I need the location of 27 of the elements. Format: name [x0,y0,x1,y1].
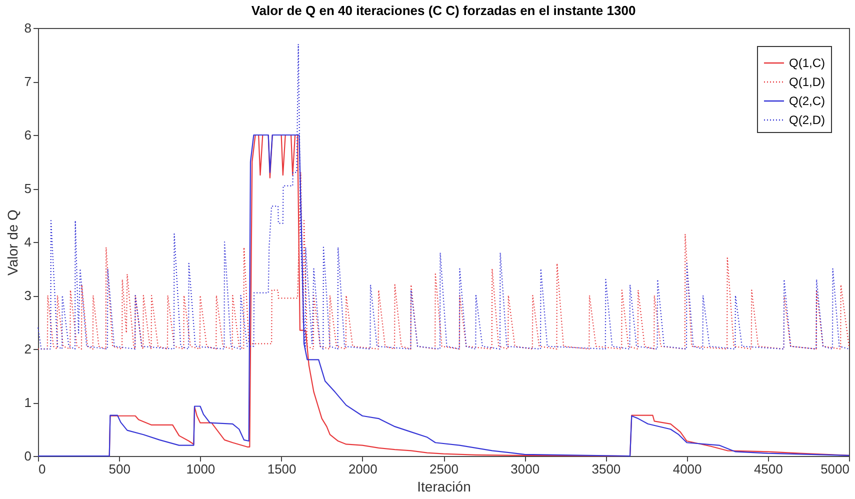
y-tick-label: 8 [24,20,32,36]
x-tick-label: 1000 [186,462,216,476]
x-tick-label: 4000 [672,462,702,476]
legend-label: Q(2,D) [789,113,826,127]
y-tick-label: 4 [24,234,32,250]
x-tick-label: 4500 [754,462,783,476]
y-tick-label: 7 [24,74,32,89]
y-tick-label: 2 [24,342,32,356]
legend-label: Q(1,C) [789,56,826,70]
x-tick-label: 3500 [592,462,621,476]
legend-label: Q(2,C) [789,94,826,108]
x-tick-label: 3000 [510,462,540,476]
chart-title: Valor de Q en 40 iteraciones (C C) forzadas en el instante 1300 [251,3,636,18]
y-tick-label: 1 [24,395,32,410]
x-tick-label: 0 [38,462,46,476]
x-axis-title: Iteración [417,478,471,494]
y-axis-title: Valor de Q [4,209,20,276]
y-tick-label: 0 [24,448,32,464]
y-tick-label: 5 [24,181,32,196]
x-tick-label: 1500 [267,462,296,476]
legend-label: Q(1,D) [789,75,826,89]
x-tick-label: 2500 [430,462,458,476]
y-tick-label: 6 [24,128,32,142]
x-tick-label: 2000 [348,462,378,476]
x-tick-label: 500 [108,462,130,476]
x-tick-label: 5000 [820,462,850,476]
y-tick-label: 3 [24,288,32,303]
